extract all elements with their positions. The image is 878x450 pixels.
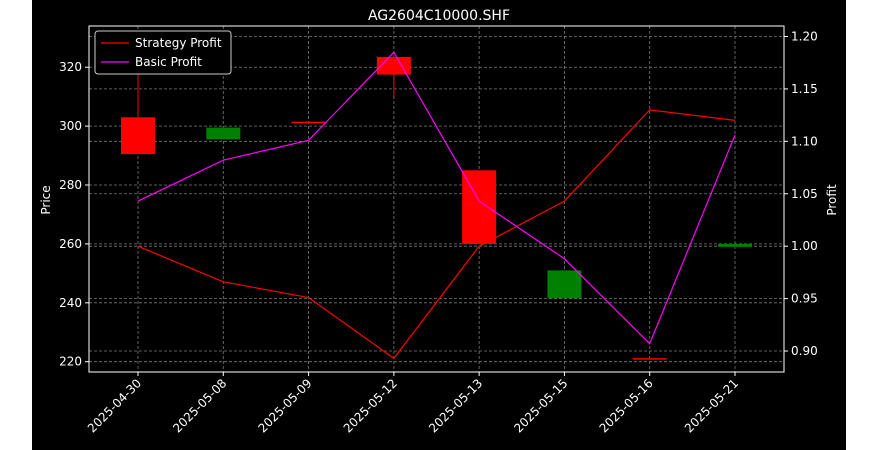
candle-body	[291, 121, 326, 124]
profit-lines	[137, 51, 736, 360]
candle-body	[718, 243, 752, 247]
figure-background	[32, 0, 846, 450]
candle-body	[206, 127, 241, 140]
right-y-tick-label: 1.15	[791, 82, 818, 96]
basic-profit-line	[137, 51, 736, 345]
left-y-tick-label: 320	[59, 60, 82, 74]
chart-title: AG2604C10000.SHF	[368, 8, 510, 24]
candle-body	[462, 170, 497, 244]
left-y-tick-label: 300	[59, 119, 82, 133]
right-axis-label: Profit	[825, 184, 839, 216]
right-y-tick-label: 0.95	[791, 292, 818, 306]
right-y-tick-label: 1.05	[791, 187, 818, 201]
right-y-axis: 0.90 0.95 1.00 1.05 1.10 1.15 1.20	[784, 29, 818, 358]
left-axis-label: Price	[39, 185, 53, 214]
strategy-profit-line	[137, 109, 736, 360]
right-y-tick-label: 1.20	[791, 29, 818, 43]
legend-label-basic-profit: Basic Profit	[135, 55, 202, 69]
candle-body	[121, 117, 155, 155]
legend-label-strategy-profit: Strategy Profit	[135, 36, 222, 50]
left-y-tick-label: 240	[59, 296, 82, 310]
right-y-tick-label: 1.00	[791, 239, 818, 253]
legend-box	[94, 30, 232, 75]
left-y-tick-label: 260	[59, 237, 82, 251]
right-y-tick-label: 1.10	[791, 134, 818, 148]
plot-frame	[88, 25, 785, 373]
legend: Strategy Profit Basic Profit	[94, 30, 232, 75]
candle-body	[547, 270, 582, 299]
candle-body	[632, 358, 667, 360]
left-y-axis: 220 240 260 280 300 320	[59, 60, 89, 369]
right-y-tick-label: 0.90	[791, 344, 818, 358]
left-y-tick-label: 220	[59, 355, 82, 369]
candles	[121, 56, 752, 360]
left-y-tick-label: 280	[59, 178, 82, 192]
